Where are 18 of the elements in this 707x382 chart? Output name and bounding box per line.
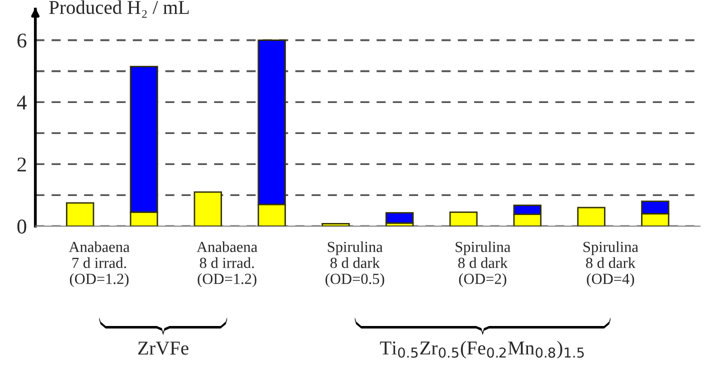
bar <box>322 222 350 226</box>
text: Spirulina 8 d dark (OD=4) <box>583 241 638 288</box>
y-axis-title: Produced H₂ / mL <box>49 0 189 18</box>
bar <box>449 212 478 226</box>
text: Anabaena 8 d irrad. (OD=1.2) <box>196 241 258 288</box>
y-tick-label: 2 <box>18 158 26 172</box>
bar <box>385 212 414 224</box>
text: Spirulina 8 d dark (OD=0.5) <box>326 241 384 288</box>
y-tick-label: 4 <box>17 96 27 110</box>
text: ZrVFe <box>138 342 188 355</box>
text: Spirulina 8 d dark (OD=2) <box>456 241 510 288</box>
bar <box>577 206 606 226</box>
y-tick-label: 6 <box>17 34 26 48</box>
y-tick-label: 0 <box>17 220 26 234</box>
text: Ti$_{0.5}$Zr$_{0.5}$(Fe$_{0.2}$Mn$_{0.8}$)$_{1.5}$ <box>380 340 584 359</box>
bar <box>66 202 94 226</box>
bar <box>194 191 222 226</box>
text: Anabaena 7 d irrad. (OD=1.2) <box>68 241 130 288</box>
